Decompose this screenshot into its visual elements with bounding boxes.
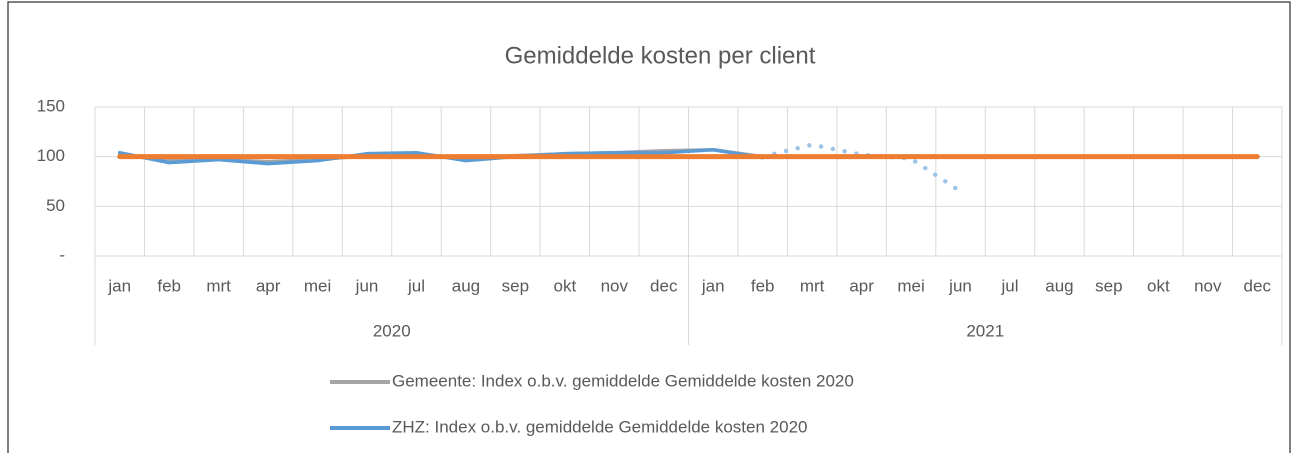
- x-tick-label: okt: [1147, 276, 1170, 295]
- x-tick-label: sep: [1095, 276, 1122, 295]
- y-tick-label: -: [59, 245, 65, 264]
- x-tick-label: aug: [1045, 276, 1073, 295]
- x-tick-label: mei: [304, 276, 331, 295]
- x-tick-label: jul: [407, 276, 425, 295]
- x-tick-label: aug: [452, 276, 480, 295]
- x-tick-label: apr: [849, 276, 874, 295]
- x-tick-label: apr: [256, 276, 281, 295]
- y-tick-label: 150: [37, 96, 65, 115]
- legend-label: ZHZ: Index o.b.v. gemiddelde Gemiddelde …: [392, 417, 807, 436]
- x-tick-label: jun: [948, 276, 972, 295]
- x-tick-label: mei: [897, 276, 924, 295]
- x-tick-label: feb: [751, 276, 775, 295]
- x-tick-label: mrt: [800, 276, 825, 295]
- x-tick-label: mrt: [206, 276, 231, 295]
- x-tick-label: dec: [1244, 276, 1272, 295]
- chart-border: [7, 1, 1291, 453]
- series-line: [760, 142, 963, 194]
- y-tick-label: 50: [46, 196, 65, 215]
- chart-title: Gemiddelde kosten per client: [505, 42, 816, 69]
- x-tick-label: nov: [1194, 276, 1222, 295]
- x-tick-label: feb: [157, 276, 181, 295]
- x-tick-label: jan: [701, 276, 725, 295]
- x-tick-label: dec: [650, 276, 678, 295]
- group-label: 2021: [966, 321, 1004, 340]
- x-tick-label: nov: [601, 276, 629, 295]
- legend-label: Gemeente: Index o.b.v. gemiddelde Gemidd…: [392, 371, 854, 390]
- x-tick-label: jun: [355, 276, 379, 295]
- y-tick-label: 100: [37, 146, 65, 165]
- x-tick-label: jan: [107, 276, 131, 295]
- x-tick-label: jul: [1000, 276, 1018, 295]
- x-tick-label: okt: [554, 276, 577, 295]
- group-label: 2020: [373, 321, 411, 340]
- x-tick-label: sep: [502, 276, 529, 295]
